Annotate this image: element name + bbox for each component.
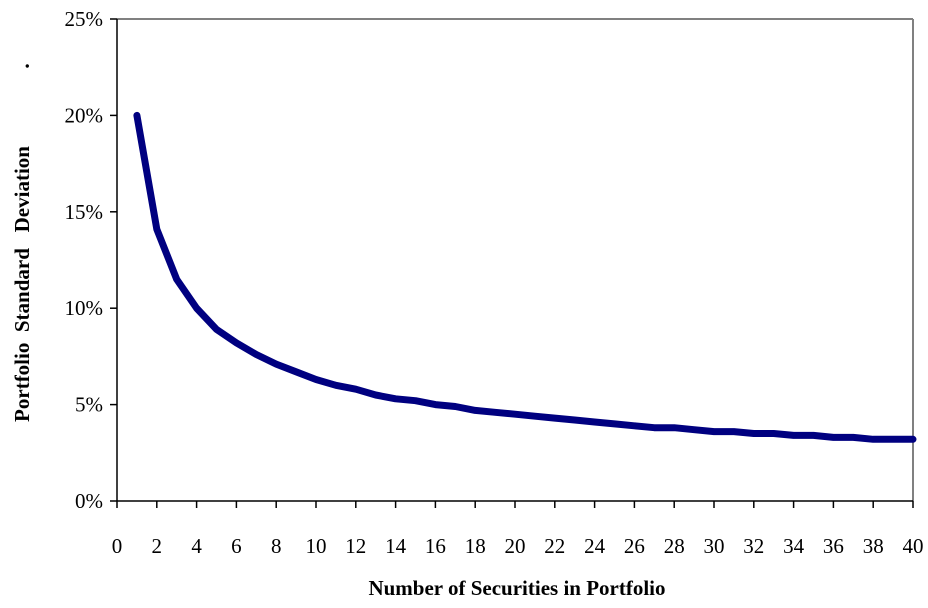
series-line: [133, 111, 917, 443]
x-tick-label: 4: [191, 534, 202, 558]
x-axis-title: Number of Securities in Portfolio: [368, 576, 665, 600]
x-tick-label: 34: [783, 534, 805, 558]
x-tick-label: 20: [505, 534, 526, 558]
y-axis-title-suffix: .: [10, 63, 34, 68]
x-tick-label: 16: [425, 534, 446, 558]
y-tick-label: 20%: [65, 103, 104, 127]
x-tick-label: 8: [271, 534, 282, 558]
x-tick-label: 22: [544, 534, 565, 558]
x-tick-label: 24: [584, 534, 606, 558]
y-tick-label: 0%: [75, 489, 103, 513]
x-tick-label: 32: [743, 534, 764, 558]
x-tick-label: 0: [112, 534, 123, 558]
x-tick-label: 28: [664, 534, 685, 558]
y-axis-title: Portfolio Standard Deviation: [10, 146, 34, 422]
x-tick-label: 10: [306, 534, 327, 558]
x-tick-label: 12: [345, 534, 366, 558]
x-tick-label: 2: [152, 534, 163, 558]
x-tick-label: 40: [903, 534, 924, 558]
y-tick-label: 5%: [75, 393, 103, 417]
x-tick-label: 14: [385, 534, 407, 558]
x-tick-label: 30: [704, 534, 725, 558]
x-tick-label: 6: [231, 534, 242, 558]
x-tick-label: 18: [465, 534, 486, 558]
y-tick-label: 10%: [65, 296, 104, 320]
x-tick-label: 38: [863, 534, 884, 558]
y-tick-label: 15%: [65, 200, 104, 224]
x-tick-label: 36: [823, 534, 844, 558]
x-tick-label: 26: [624, 534, 645, 558]
y-tick-label: 25%: [65, 7, 104, 31]
